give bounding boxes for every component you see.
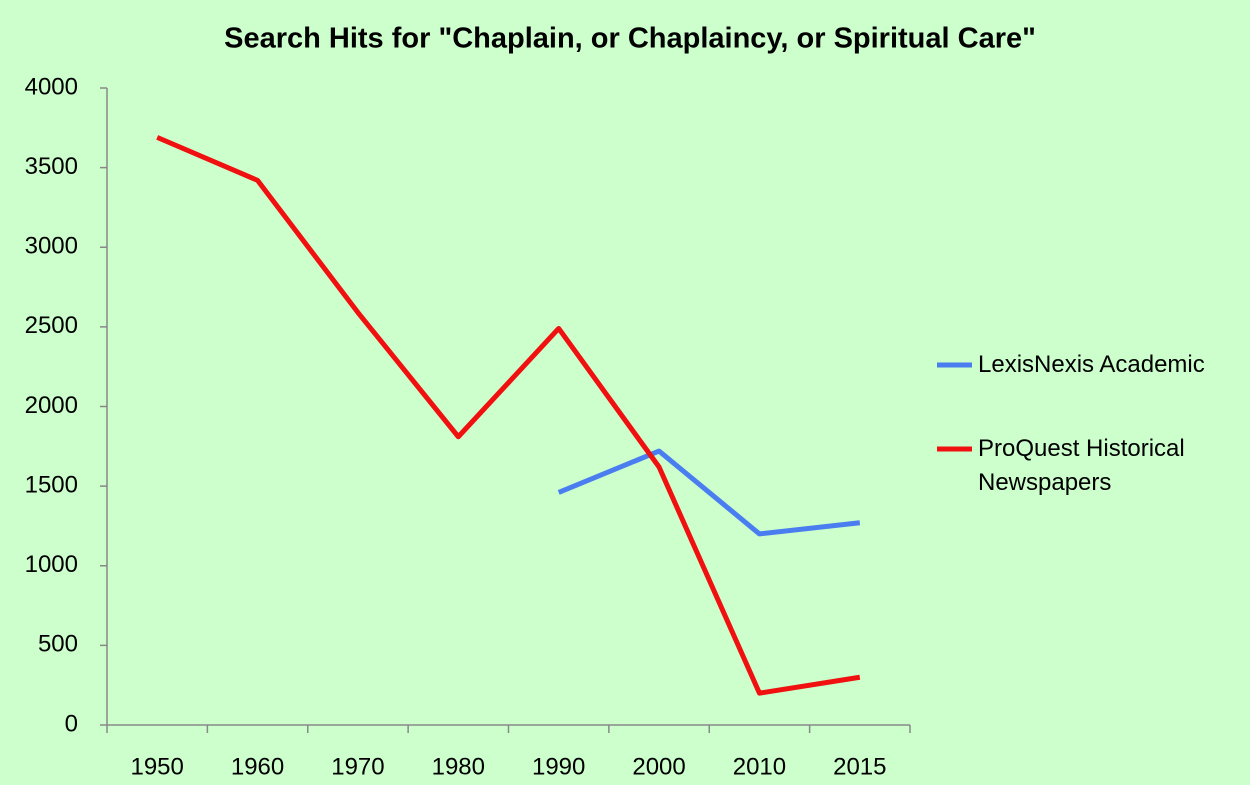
y-tick-label: 3500	[25, 153, 78, 180]
x-tick-label: 2000	[632, 753, 685, 780]
x-tick-label: 2010	[733, 753, 786, 780]
y-tick-label: 4000	[25, 73, 78, 100]
series-line	[557, 448, 861, 537]
chart-title: Search Hits for "Chaplain, or Chaplaincy…	[224, 23, 1036, 55]
x-tick-label: 2015	[833, 753, 886, 780]
y-tick-label: 1000	[25, 551, 78, 578]
y-tick-label: 2500	[25, 312, 78, 339]
series-line	[156, 135, 861, 696]
y-tick-label: 500	[38, 631, 78, 658]
legend-label: ProQuest Historical Newspapers	[978, 435, 1185, 496]
x-tick-label: 1970	[331, 753, 384, 780]
x-tick-label: 1980	[432, 753, 485, 780]
y-tick-label: 2000	[25, 392, 78, 419]
legend-label: LexisNexis Academic	[978, 351, 1205, 378]
y-tick-label: 1500	[25, 471, 78, 498]
x-tick-label: 1960	[231, 753, 284, 780]
x-tick-label: 1990	[532, 753, 585, 780]
y-tick-label: 3000	[25, 233, 78, 260]
x-tick-label: 1950	[130, 753, 183, 780]
y-tick-label: 0	[65, 710, 78, 737]
